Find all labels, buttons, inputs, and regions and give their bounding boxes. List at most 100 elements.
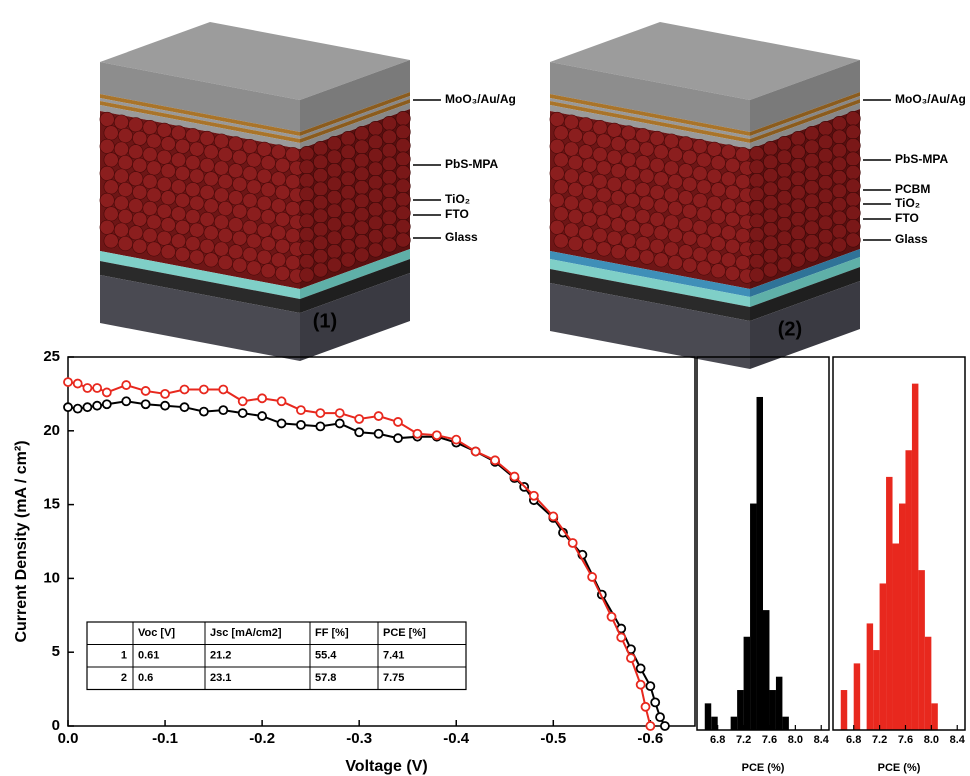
sphere — [790, 144, 806, 160]
data-point — [198, 406, 209, 417]
layer-front — [550, 105, 750, 149]
sphere — [578, 198, 594, 214]
layer-label: FTO — [895, 211, 919, 225]
data-point — [198, 384, 209, 395]
sphere — [790, 158, 806, 174]
sphere — [606, 203, 622, 219]
sphere — [99, 192, 115, 208]
sphere — [710, 209, 726, 225]
sphere — [649, 211, 665, 227]
data-point — [490, 455, 500, 466]
sphere — [395, 205, 411, 221]
sphere — [582, 238, 598, 254]
layer-front — [550, 251, 750, 297]
data-point — [334, 408, 345, 418]
sphere — [692, 139, 708, 155]
sphere — [578, 225, 594, 241]
data-point — [101, 399, 112, 410]
sphere — [553, 206, 569, 222]
layer-label: FTO — [445, 207, 469, 221]
sphere — [721, 198, 737, 214]
sphere — [804, 139, 820, 155]
data-point — [296, 419, 306, 430]
data-point — [72, 403, 83, 414]
sphere — [242, 247, 258, 263]
sphere — [635, 155, 651, 171]
data-point — [82, 402, 93, 413]
histogram-bar — [756, 396, 763, 730]
sphere — [790, 185, 806, 201]
sphere — [625, 165, 641, 181]
sphere — [326, 163, 342, 179]
sphere — [549, 192, 565, 208]
x-tick-label: -0.4 — [443, 730, 470, 747]
sphere — [696, 179, 712, 195]
sphere — [326, 203, 342, 219]
sphere — [313, 141, 329, 157]
sphere — [735, 228, 751, 244]
sphere — [203, 144, 219, 160]
sphere — [160, 136, 176, 152]
sphere — [621, 125, 637, 141]
sphere — [99, 111, 115, 127]
sphere — [804, 166, 820, 182]
data-point — [431, 430, 442, 441]
layer-side — [750, 60, 860, 132]
sphere — [649, 238, 665, 254]
sphere — [663, 241, 679, 257]
sphere — [831, 170, 847, 186]
data-point — [257, 393, 268, 404]
sphere — [99, 219, 115, 235]
sphere — [381, 129, 397, 145]
sphere — [213, 187, 229, 203]
sphere — [217, 228, 233, 244]
sphere — [621, 233, 637, 249]
layer-label: TiO₂ — [895, 196, 920, 210]
table-row-label: 2 — [121, 672, 127, 684]
sphere — [313, 262, 329, 278]
sphere — [395, 124, 411, 140]
x-tick-label: -0.3 — [346, 730, 372, 747]
sphere — [663, 214, 679, 230]
sphere — [228, 163, 244, 179]
data-point — [218, 405, 229, 416]
sphere — [725, 265, 741, 281]
sphere — [592, 120, 608, 136]
sphere — [142, 228, 158, 244]
sphere — [175, 192, 191, 208]
sphere — [818, 202, 834, 218]
sphere — [217, 174, 233, 190]
layer-front — [550, 259, 750, 307]
layer-side — [750, 96, 860, 139]
sphere — [354, 166, 370, 182]
layer-front — [100, 101, 300, 143]
sphere — [582, 130, 598, 146]
sphere — [354, 126, 370, 142]
sphere — [275, 184, 291, 200]
y-axis-label: Current Density (mA / cm²) — [13, 440, 30, 642]
x-tick-label: -0.1 — [152, 730, 178, 747]
sphere — [117, 236, 133, 252]
sphere — [749, 213, 765, 229]
histogram-bar — [905, 450, 912, 730]
sphere — [326, 136, 342, 152]
sphere — [189, 195, 205, 211]
sphere — [368, 215, 384, 231]
sphere — [217, 147, 233, 163]
histogram-bar — [737, 690, 744, 730]
data-point — [82, 383, 93, 393]
sphere — [199, 184, 215, 200]
sphere — [113, 114, 129, 130]
sphere — [203, 252, 219, 268]
data-point — [92, 383, 103, 393]
sphere — [831, 210, 847, 226]
x-axis-label: Voltage (V) — [345, 758, 427, 775]
sphere — [132, 157, 148, 173]
histogram-bar — [711, 716, 718, 730]
sphere — [175, 219, 191, 235]
sphere — [582, 157, 598, 173]
sphere — [381, 210, 397, 226]
sphere — [804, 193, 820, 209]
sphere — [340, 225, 356, 241]
sphere — [553, 152, 569, 168]
